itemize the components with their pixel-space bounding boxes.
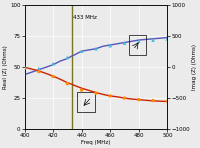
Point: [166, 100, 169, 102]
Point: [151, 99, 155, 102]
Point: [137, 40, 140, 42]
Text: 433 MHz: 433 MHz: [73, 15, 97, 20]
Point: [109, 44, 112, 47]
Point: [94, 48, 98, 50]
Y-axis label: Real (Z) (Ohms): Real (Z) (Ohms): [3, 45, 8, 89]
Point: [109, 95, 112, 97]
Point: [51, 75, 55, 78]
Point: [37, 70, 40, 73]
Point: [80, 50, 83, 52]
Point: [66, 56, 69, 58]
Point: [51, 62, 55, 65]
Point: [94, 92, 98, 94]
Point: [23, 67, 26, 69]
Point: [37, 67, 40, 70]
Point: [66, 82, 69, 85]
Point: [137, 98, 140, 101]
Y-axis label: Imag (Z) (Ohms): Imag (Z) (Ohms): [192, 44, 197, 90]
Point: [23, 72, 26, 75]
Point: [80, 89, 83, 91]
Point: [166, 38, 169, 40]
Point: [123, 42, 126, 44]
Point: [123, 97, 126, 99]
X-axis label: Freq (MHz): Freq (MHz): [81, 140, 111, 145]
Point: [151, 39, 155, 41]
